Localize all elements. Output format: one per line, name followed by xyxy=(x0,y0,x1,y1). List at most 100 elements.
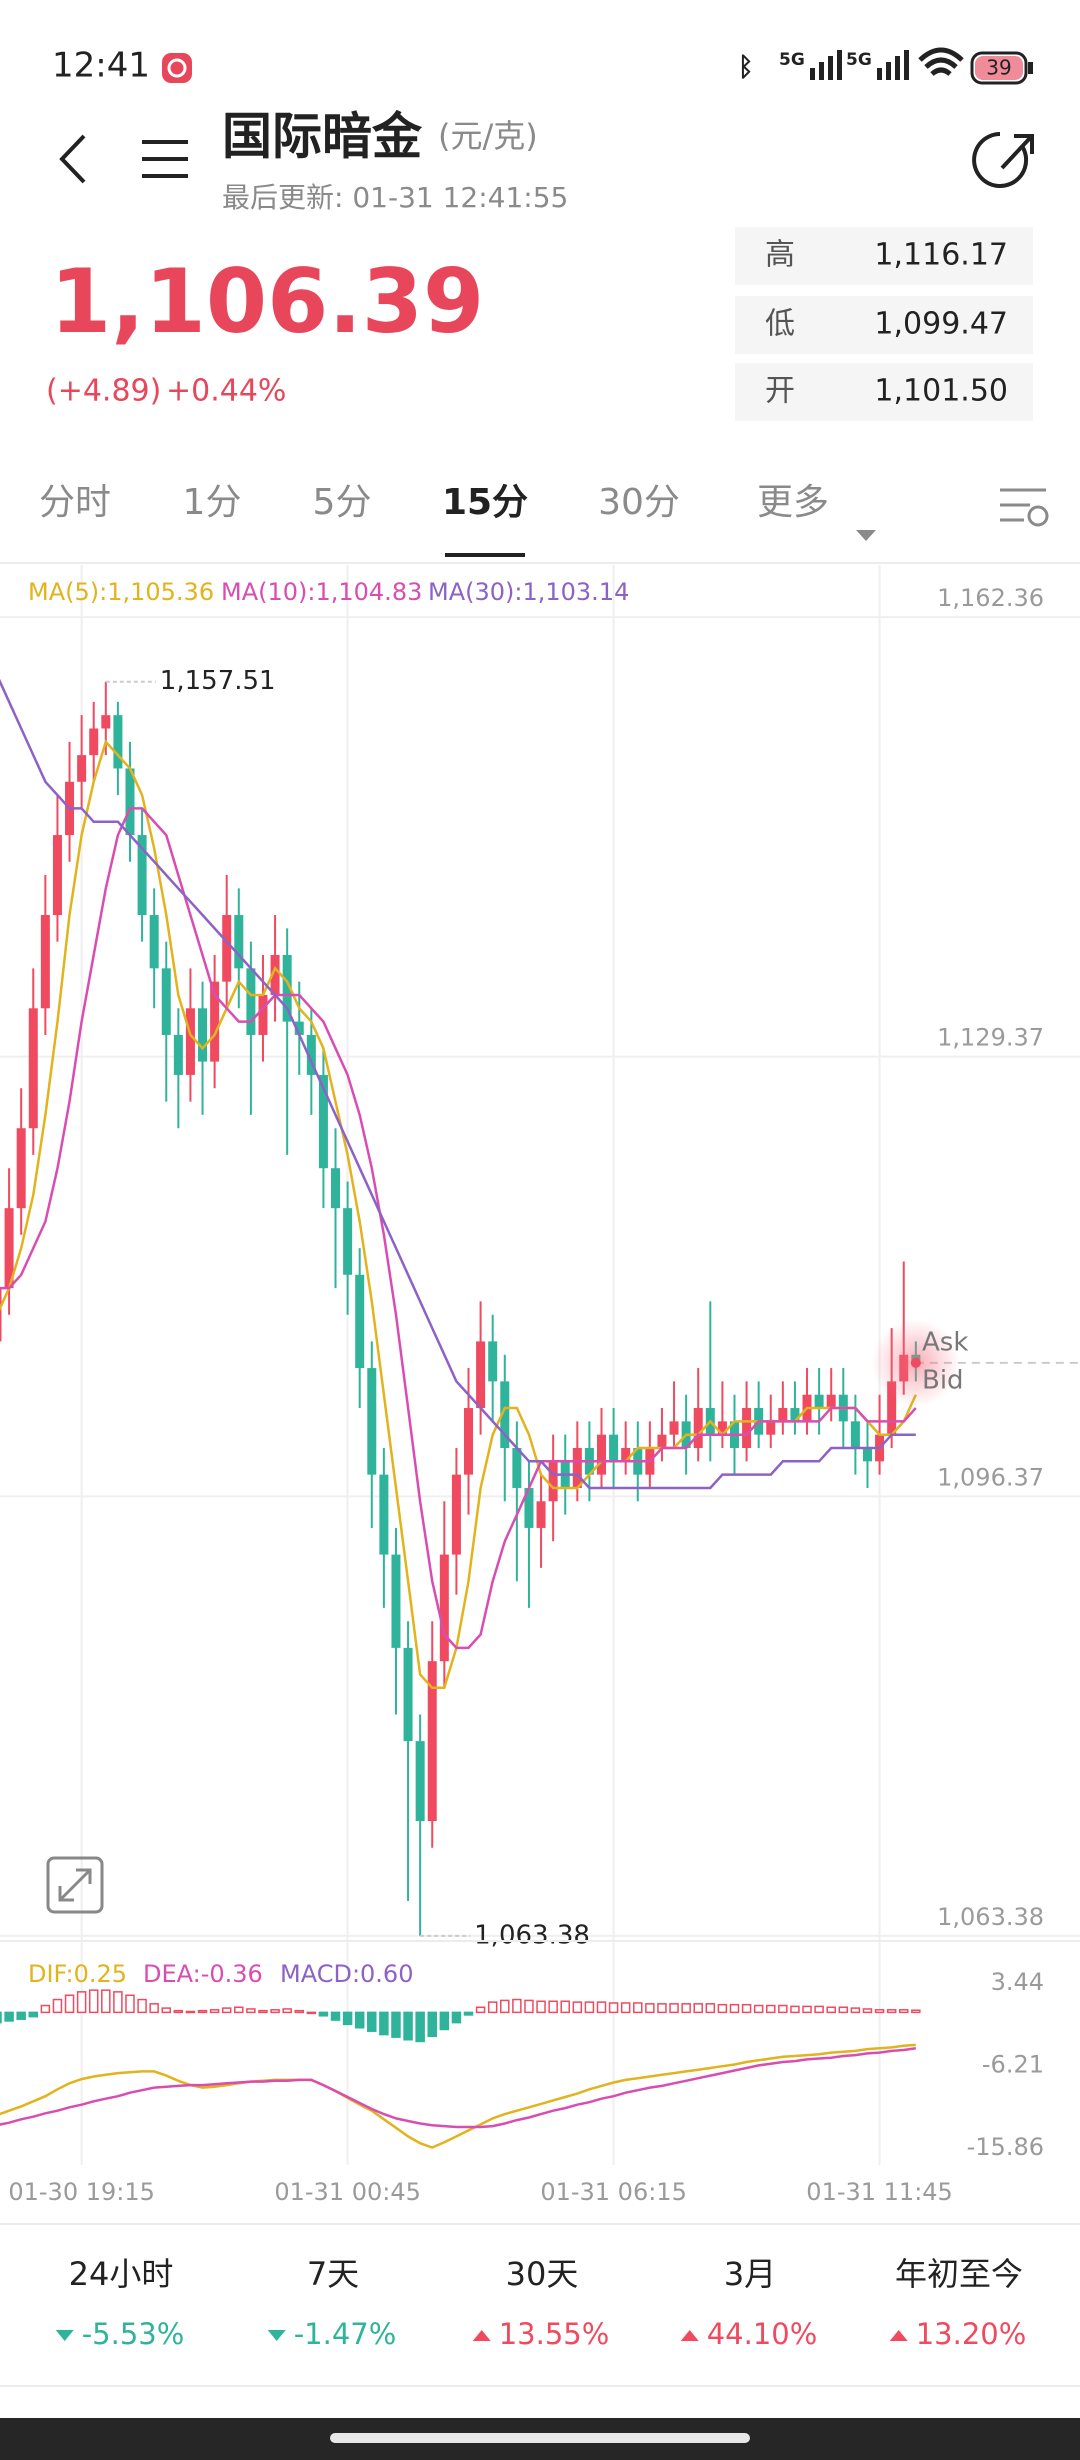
candle-body xyxy=(16,1128,26,1209)
macd-bar xyxy=(620,2002,631,2014)
candle-body xyxy=(222,915,232,982)
macd-bar xyxy=(669,2003,679,2014)
macd-bar xyxy=(415,2011,425,2043)
down-triangle xyxy=(55,2330,74,2341)
tab[interactable]: 1分 xyxy=(183,482,242,523)
macd-bar xyxy=(681,2003,691,2014)
macd-bar xyxy=(197,2009,208,2014)
period-label[interactable]: 30天 xyxy=(506,2255,579,2293)
macd-bar xyxy=(741,2003,752,2014)
candle-body xyxy=(464,1408,474,1475)
legend-entry: MA(5):1,105.36 xyxy=(28,578,214,606)
title: 国际暗金 xyxy=(222,108,423,166)
candle-body xyxy=(766,1421,776,1435)
candle-body xyxy=(451,1474,461,1555)
macd-bar xyxy=(766,2004,776,2014)
candle-body xyxy=(887,1381,897,1435)
candle-body xyxy=(161,968,171,1035)
line-series xyxy=(0,807,917,1650)
expand-button[interactable] xyxy=(46,1856,104,1914)
macd-bar xyxy=(778,2004,788,2014)
macd-bar xyxy=(125,1994,135,2014)
settings-button[interactable] xyxy=(1000,488,1049,527)
candle-body xyxy=(536,1501,546,1528)
tab[interactable]: 5分 xyxy=(313,482,372,523)
macd-bar xyxy=(88,1989,99,2014)
candle-body xyxy=(512,1448,522,1488)
candle-body xyxy=(113,715,123,769)
macd-bar xyxy=(717,2003,728,2014)
macd-legend: DIF:0.25 xyxy=(28,1960,127,1988)
stat-value: 1,116.17 xyxy=(874,238,1008,273)
annotation-label: 1,157.51 xyxy=(160,666,276,696)
macd-bar xyxy=(354,2011,365,2029)
macd-bar xyxy=(258,2009,268,2014)
macd-bar xyxy=(633,2002,643,2014)
period-label[interactable]: 24小时 xyxy=(69,2255,174,2293)
macd-bar xyxy=(306,2011,317,2015)
x-tick-label: 01-31 11:45 xyxy=(806,2178,953,2206)
battery-icon xyxy=(970,51,1028,85)
y-tick-label: 1,063.38 xyxy=(937,1903,1044,1931)
candle-body xyxy=(198,1008,208,1062)
candle-body xyxy=(609,1434,619,1462)
tab[interactable]: 分时 xyxy=(39,482,111,523)
tab[interactable]: 更多 xyxy=(757,482,829,523)
macd-bar xyxy=(270,2009,280,2014)
period-label[interactable]: 3月 xyxy=(724,2255,776,2293)
candle-body xyxy=(258,994,268,1035)
macd-bar xyxy=(512,1998,522,2014)
ask-label: Ask xyxy=(922,1327,968,1357)
candle-body xyxy=(476,1341,486,1409)
macd-bar xyxy=(560,2000,570,2014)
candle-body xyxy=(40,915,50,1009)
y-tick-label: -6.21 xyxy=(982,2050,1044,2078)
period-change: 44.10% xyxy=(707,2317,818,2351)
macd-bar xyxy=(814,2005,824,2014)
macd-bar xyxy=(500,1999,510,2014)
macd-bar xyxy=(28,2011,39,2018)
candle-body xyxy=(742,1408,752,1449)
candle-body xyxy=(331,1168,341,1209)
candle-body xyxy=(439,1554,449,1662)
macd-bar xyxy=(862,2008,873,2014)
macd-bar xyxy=(475,2006,486,2014)
macd-bar xyxy=(729,2003,740,2014)
macd-bar xyxy=(645,2003,655,2014)
tab[interactable]: 15分 xyxy=(442,482,528,523)
y-tick-label: 1,162.36 xyxy=(937,584,1044,612)
macd-legend: MACD:0.60 xyxy=(280,1960,413,1988)
macd-bar xyxy=(64,1994,75,2014)
period-label[interactable]: 年初至今 xyxy=(895,2255,1023,2293)
status-time: 12:41 xyxy=(52,46,150,86)
network-type: 5G xyxy=(779,50,805,70)
candle-body xyxy=(790,1408,800,1422)
candle-body xyxy=(270,955,280,995)
change-percent: +0.44% xyxy=(166,374,286,409)
macd-bar xyxy=(0,2011,2,2024)
macd-bar xyxy=(596,2001,607,2014)
candle-body xyxy=(379,1474,389,1555)
bid-label: Bid xyxy=(922,1365,964,1395)
y-tick-label: -15.86 xyxy=(967,2133,1044,2161)
gesture-handle[interactable] xyxy=(330,2433,750,2443)
battery-cap xyxy=(1028,62,1033,74)
period-change: -1.47% xyxy=(294,2317,397,2351)
tab[interactable]: 30分 xyxy=(598,482,680,523)
macd-bar xyxy=(391,2011,401,2038)
macd-bar xyxy=(584,2001,595,2014)
candle-body xyxy=(282,955,292,1022)
stat-label: 高 xyxy=(765,238,795,273)
macd-bar xyxy=(40,2004,51,2014)
macd-bar xyxy=(16,2011,26,2020)
back-button[interactable] xyxy=(59,134,86,184)
macd-bar xyxy=(4,2011,14,2022)
macd-bar xyxy=(294,2009,304,2014)
period-label[interactable]: 7天 xyxy=(307,2255,359,2293)
menu-button[interactable] xyxy=(142,140,188,178)
bluetooth-icon: ᛒ xyxy=(738,53,754,83)
share-button[interactable] xyxy=(972,132,1034,188)
candle-body xyxy=(0,1288,2,1342)
candle-body xyxy=(89,728,99,756)
macd-bar xyxy=(76,1991,87,2014)
